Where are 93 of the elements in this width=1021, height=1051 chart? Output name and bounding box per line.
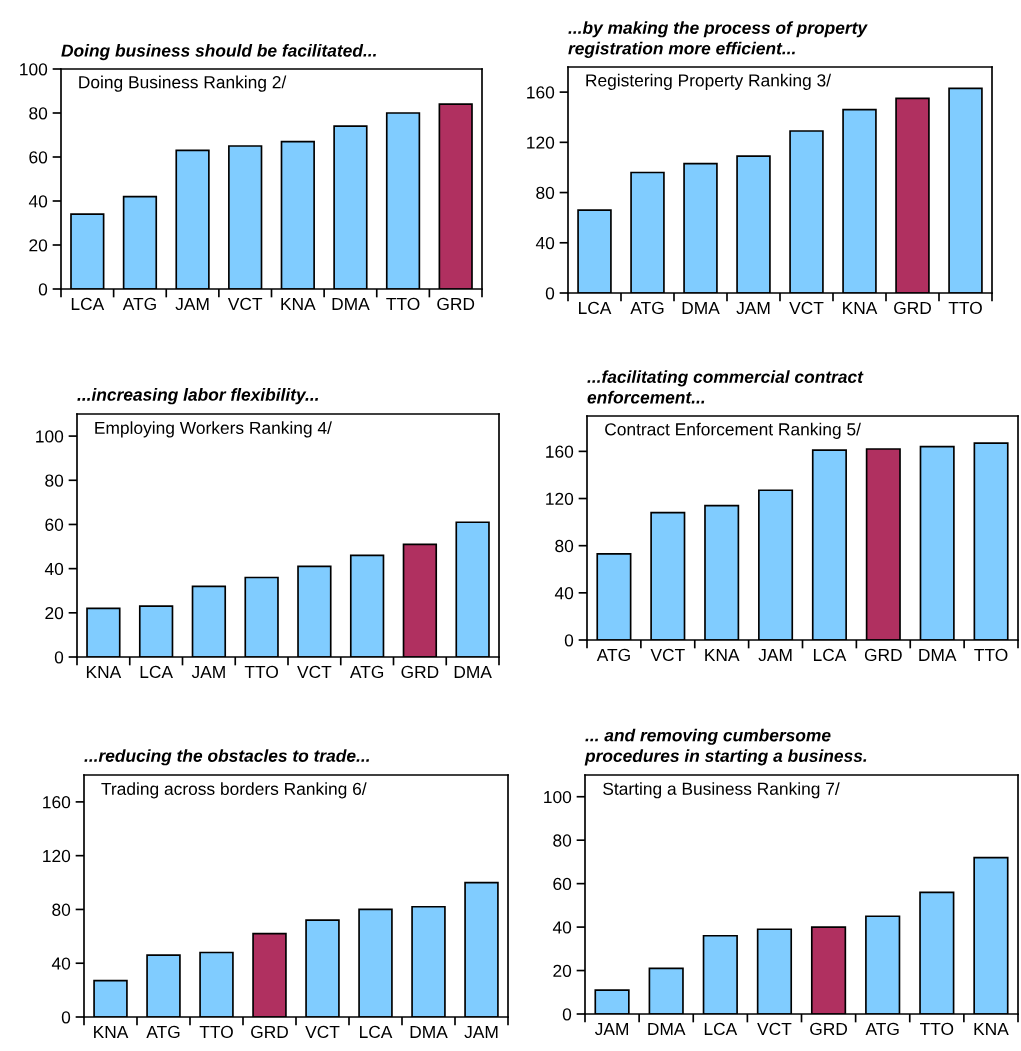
chart-title: Doing business should be facilitated...	[61, 44, 376, 61]
x-tick-label: JAM	[175, 297, 209, 311]
y-tick-label: 100	[20, 63, 48, 76]
x-tick-label: TTO	[948, 301, 982, 315]
y-tick-label: 80	[553, 834, 572, 847]
x-tick-label: VCT	[650, 648, 685, 662]
x-tick-label: TTO	[974, 648, 1008, 662]
x-tick-label: JAM	[464, 1025, 498, 1039]
y-tick-label: 20	[553, 964, 572, 978]
x-tick-label: JAM	[191, 665, 225, 679]
x-tick-label: GRD	[401, 665, 439, 679]
x-tick-label: ATG	[865, 1022, 899, 1036]
x-tick-label: ATG	[630, 301, 664, 315]
y-tick-label: 0	[564, 634, 574, 647]
y-tick-label: 120	[546, 492, 574, 505]
x-tick-label: VCT	[305, 1025, 340, 1039]
y-tick-label: 160	[546, 445, 574, 458]
x-tick-label: GRD	[437, 297, 475, 311]
x-tick-label: KNA	[281, 297, 316, 310]
x-tick-label: JAM	[758, 648, 792, 662]
x-tick-label: TTO	[199, 1025, 233, 1039]
x-tick-label: DMA	[648, 1022, 686, 1035]
x-tick-label: KNA	[94, 1025, 129, 1038]
y-tick-label: 120	[43, 849, 71, 863]
x-tick-label: DMA	[919, 648, 957, 661]
chart-subtitle: Employing Workers Ranking 4/	[95, 421, 332, 438]
x-tick-label: GRD	[810, 1022, 848, 1036]
y-tick-label: 100	[544, 790, 572, 804]
x-tick-label: GRD	[251, 1025, 288, 1039]
chart-title: ...reducing the obstacles to trade...	[84, 749, 370, 766]
x-tick-label: LCA	[360, 1025, 393, 1039]
x-tick-label: DMA	[332, 297, 370, 310]
x-tick-label: KNA	[974, 1022, 1009, 1035]
y-tick-label: 40	[51, 957, 71, 970]
y-tick-label: 0	[38, 283, 48, 296]
x-tick-label: TTO	[386, 297, 420, 311]
y-tick-label: 160	[527, 86, 555, 99]
y-tick-label: 80	[52, 903, 71, 916]
y-tick-label: 0	[545, 287, 555, 300]
x-tick-label: KNA	[705, 648, 740, 661]
y-tick-label: 60	[29, 151, 48, 164]
chart-title: ...increasing labor flexibility...	[77, 388, 318, 405]
x-tick-label: KNA	[843, 301, 878, 314]
chart-subtitle: Contract Enforcement Ranking 5/	[605, 422, 861, 439]
y-tick-label: 40	[28, 195, 48, 208]
y-tick-label: 60	[45, 518, 64, 531]
x-tick-label: TTO	[244, 665, 278, 679]
chart-title: ...by making the process of property registration more efficient...	[568, 21, 868, 58]
x-tick-label: LCA	[579, 301, 612, 315]
chart-title: ... and removing cumbersome procedures in starting a business.	[584, 728, 867, 766]
y-tick-label: 80	[536, 186, 555, 200]
y-tick-label: 40	[44, 562, 64, 576]
x-tick-label: LCA	[140, 665, 173, 679]
x-tick-label: GRD	[864, 648, 902, 662]
chart-subtitle: Starting a Business Ranking 7/	[603, 782, 840, 799]
x-tick-label: DMA	[454, 665, 492, 678]
x-tick-label: ATG	[349, 665, 384, 679]
y-tick-label: 40	[552, 921, 572, 934]
y-tick-label: 20	[45, 606, 64, 620]
x-tick-label: DMA	[682, 301, 720, 314]
y-tick-label: 40	[535, 236, 555, 250]
y-tick-label: 60	[553, 877, 572, 891]
x-tick-label: LCA	[813, 648, 847, 662]
x-tick-label: ATG	[122, 297, 156, 311]
chart-subtitle: Trading across borders Ranking 6/	[101, 782, 367, 799]
y-tick-label: 160	[43, 796, 71, 809]
x-tick-label: DMA	[410, 1025, 448, 1038]
x-tick-label: GRD	[894, 301, 931, 315]
x-tick-label: TTO	[920, 1022, 954, 1036]
y-tick-label: 0	[61, 1011, 71, 1024]
x-tick-label: VCT	[789, 301, 824, 315]
x-tick-label: LCA	[71, 297, 105, 311]
chart-subtitle: Doing Business Ranking 2/	[79, 75, 287, 92]
chart-title: ...facilitating commercial contract enforcement...	[587, 370, 864, 404]
y-tick-label: 80	[29, 107, 48, 120]
y-tick-label: 100	[36, 430, 64, 443]
x-tick-label: JAM	[594, 1022, 628, 1036]
x-tick-label: KNA	[86, 665, 122, 678]
x-tick-label: VCT	[227, 297, 263, 311]
x-tick-label: ATG	[596, 648, 630, 662]
y-tick-label: 0	[54, 651, 64, 664]
chart-subtitle: Registering Property Ranking 3/	[586, 73, 832, 90]
x-tick-label: ATG	[146, 1025, 180, 1039]
x-tick-label: VCT	[757, 1022, 792, 1036]
y-tick-label: 0	[562, 1008, 572, 1021]
y-tick-label: 80	[45, 474, 64, 487]
y-tick-label: 20	[29, 239, 48, 252]
y-tick-label: 80	[555, 539, 574, 553]
x-tick-label: JAM	[736, 301, 770, 315]
x-tick-label: VCT	[297, 665, 332, 679]
y-tick-label: 40	[554, 587, 574, 600]
y-tick-label: 120	[527, 136, 555, 149]
x-tick-label: LCA	[704, 1022, 738, 1036]
